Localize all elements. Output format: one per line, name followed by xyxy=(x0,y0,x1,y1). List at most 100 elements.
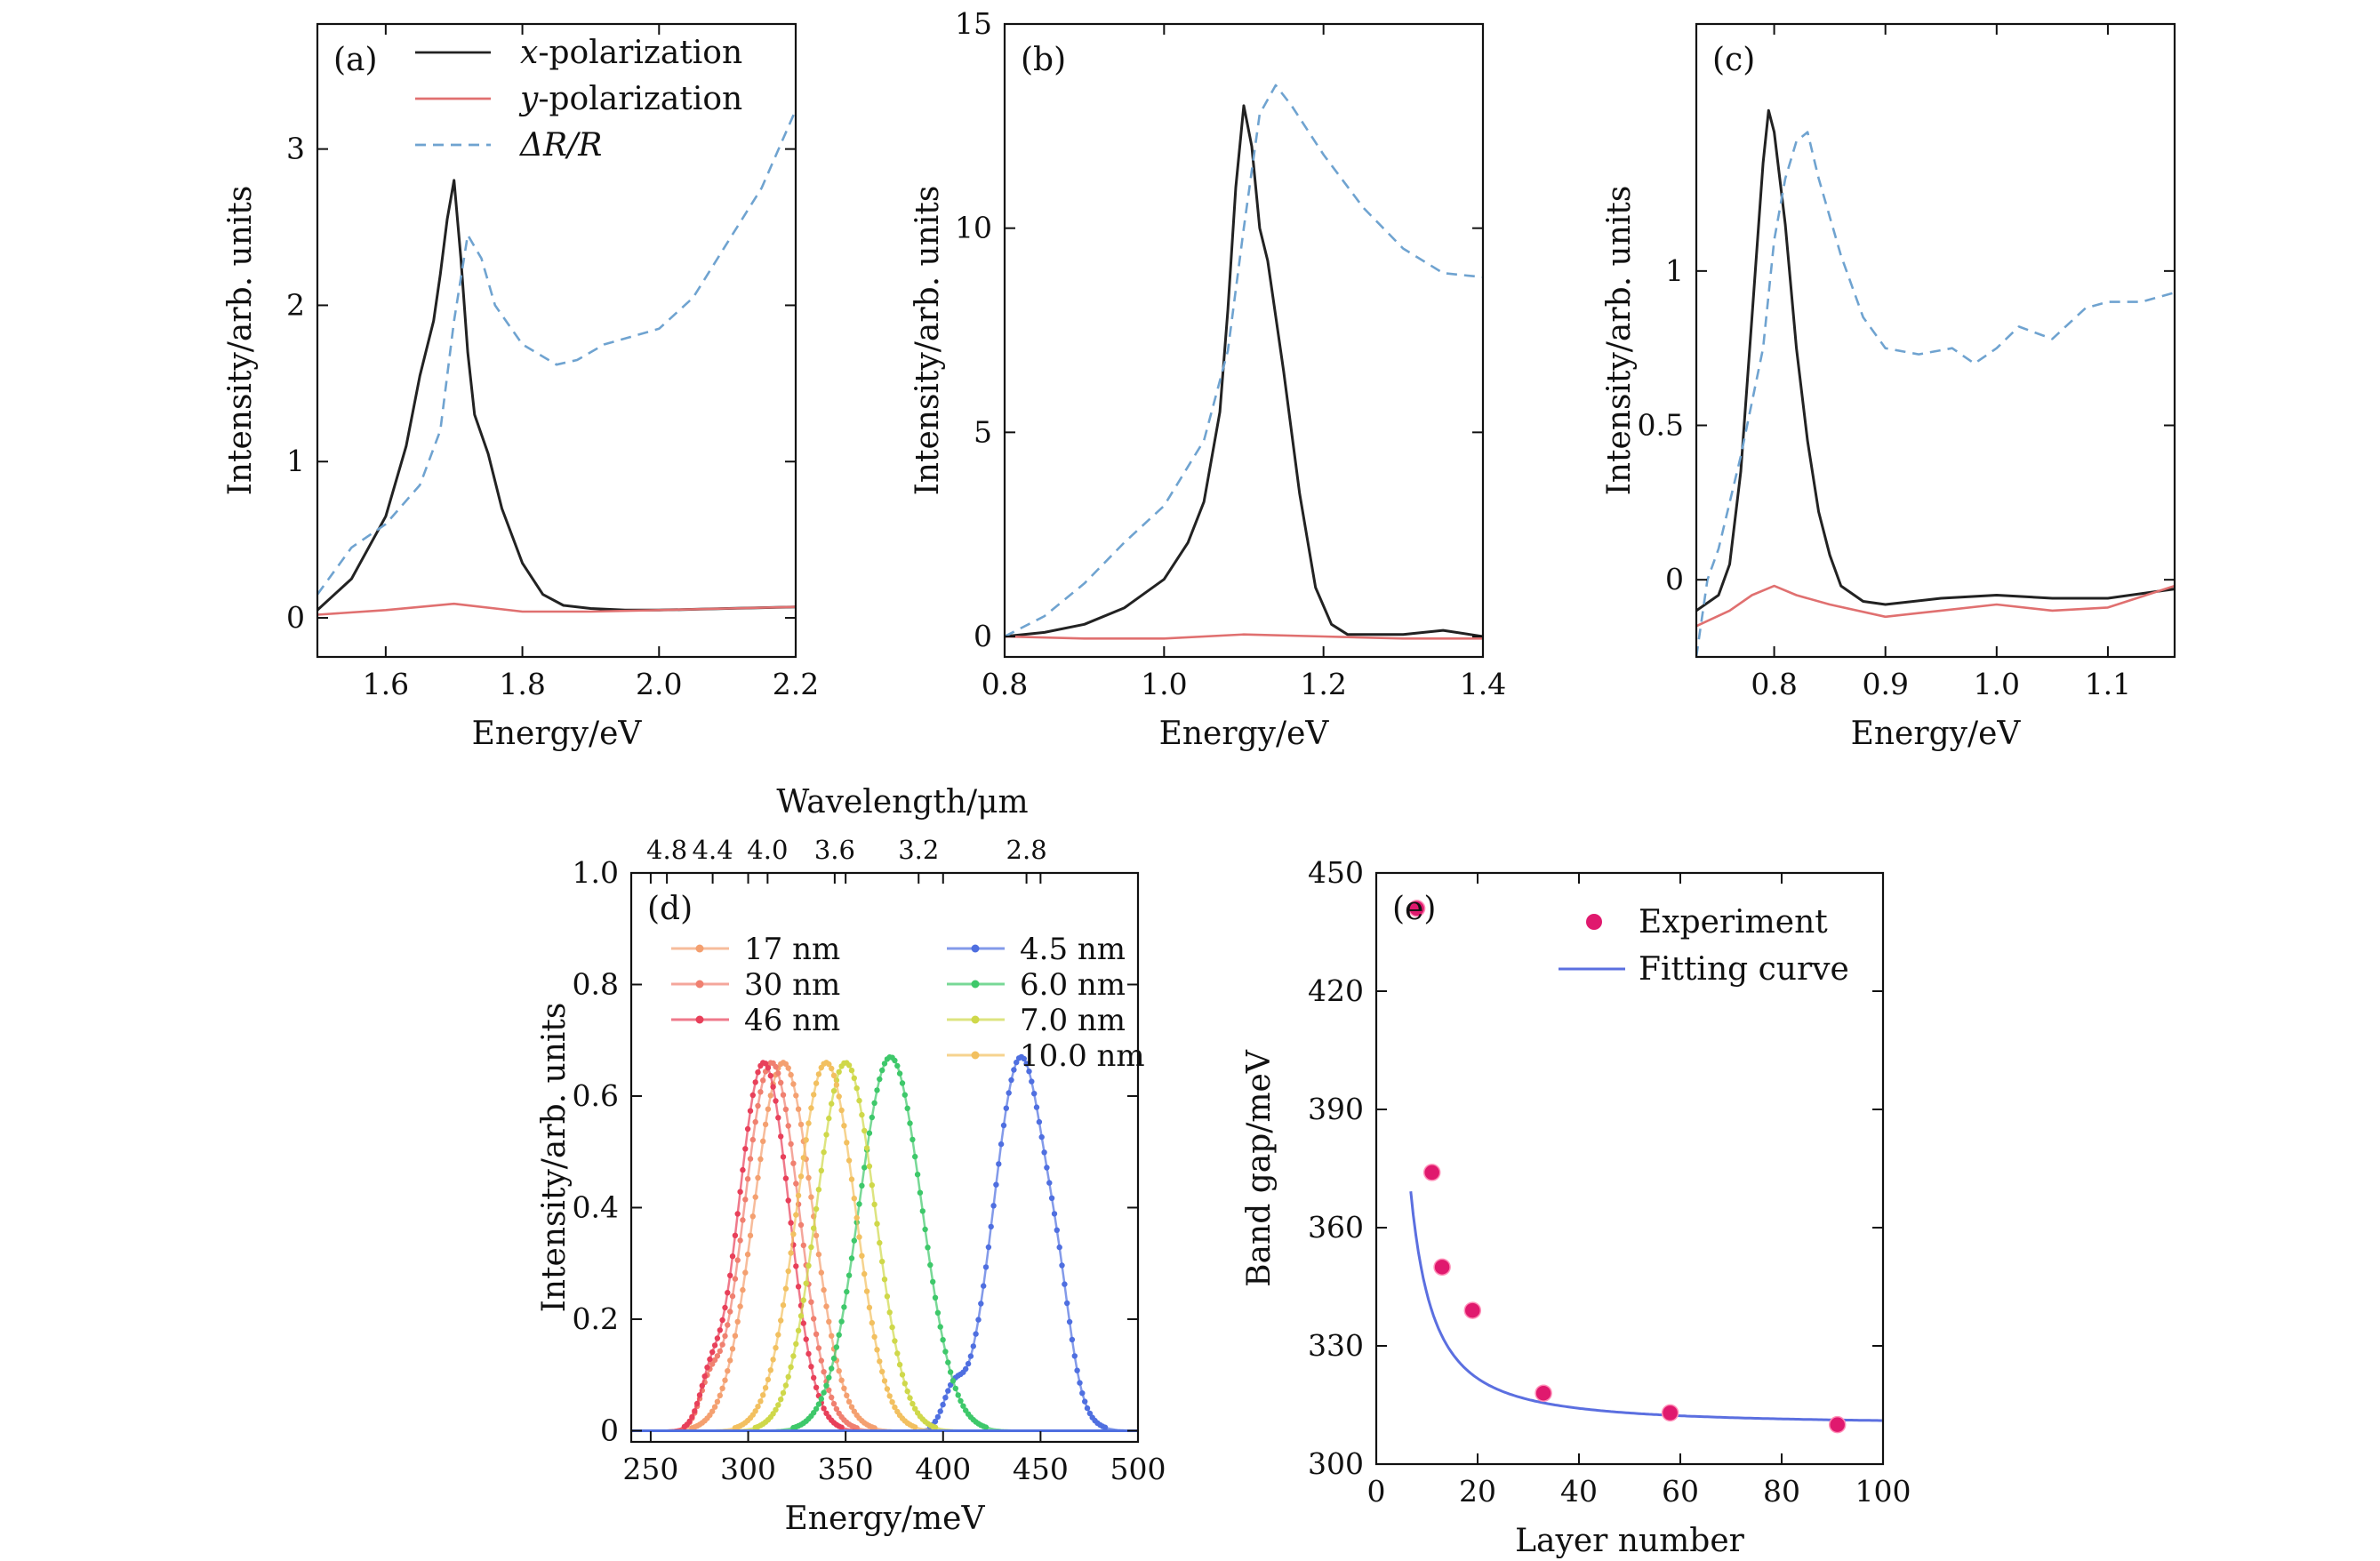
data-point-d-1-81 xyxy=(833,1405,840,1413)
data-point-d-3-176 xyxy=(1074,1367,1080,1373)
data-point-d-3-140 xyxy=(982,1264,990,1270)
data-point-d-4-126 xyxy=(947,1369,954,1375)
data-point-d-3-144 xyxy=(993,1181,999,1188)
data-point-d-6-85 xyxy=(844,1140,850,1146)
data-point-d-6-112 xyxy=(912,1424,918,1430)
panel-label: (b) xyxy=(1021,42,1066,78)
data-point-d-3-159 xyxy=(1031,1091,1038,1097)
data-point-d-4-75 xyxy=(818,1396,824,1402)
data-point-d-3-178 xyxy=(1079,1390,1086,1397)
data-point-d-5-92 xyxy=(861,1127,868,1134)
panel-label: (a) xyxy=(333,42,378,78)
y-tick-label: 330 xyxy=(1308,1328,1364,1363)
data-point-d-5-80 xyxy=(830,1088,837,1094)
data-point-d-2-40 xyxy=(729,1253,736,1260)
legend-marker-d-6 xyxy=(971,1051,980,1060)
data-point-d-2-24 xyxy=(689,1413,695,1421)
data-point-d-5-63 xyxy=(788,1364,794,1371)
legend-marker-d-3 xyxy=(971,944,980,953)
data-point-d-5-68 xyxy=(800,1297,806,1303)
plot-area-a xyxy=(317,109,796,616)
data-point-d-5-77 xyxy=(823,1132,829,1138)
data-point-d-6-98 xyxy=(877,1358,883,1365)
y-tick-label: 0.8 xyxy=(573,966,619,1001)
data-point-d-3-152 xyxy=(1014,1059,1020,1066)
y-tick-label: 3 xyxy=(286,132,305,166)
data-point-d-5-73 xyxy=(813,1205,820,1213)
x-tick-label: 400 xyxy=(915,1452,971,1486)
data-point-d-3-150 xyxy=(1008,1077,1014,1084)
y-axis-title: Intensity/arb. units xyxy=(222,186,259,496)
data-point-d-6-103 xyxy=(889,1399,895,1405)
data-point-d-1-72 xyxy=(811,1316,817,1322)
data-point-d-2-72 xyxy=(811,1374,817,1381)
data-point-d-0-53 xyxy=(762,1121,769,1128)
data-point-d-0-67 xyxy=(797,1121,805,1128)
data-point-d-3-174 xyxy=(1069,1336,1076,1343)
data-point-d-1-42 xyxy=(734,1257,741,1263)
data-point-d-4-106 xyxy=(896,1070,903,1077)
x-tick-label: 500 xyxy=(1110,1452,1166,1486)
legend-entry-italic: ΔR/R xyxy=(518,127,602,164)
data-point-d-5-72 xyxy=(811,1225,817,1231)
data-point-d-0-83 xyxy=(838,1377,845,1383)
plot-area-e xyxy=(1409,1191,1882,1422)
data-point-d-0-65 xyxy=(793,1093,799,1099)
data-point-d-5-78 xyxy=(826,1115,832,1122)
x-tick-label: 0.8 xyxy=(982,667,1028,701)
data-point-d-1-32 xyxy=(709,1361,716,1367)
data-point-d-0-75 xyxy=(818,1269,824,1276)
data-point-d-0-77 xyxy=(823,1303,829,1309)
data-point-d-4-120 xyxy=(932,1294,939,1301)
experiment-point-3 xyxy=(1463,1301,1482,1319)
top-tick-label: 2.8 xyxy=(1006,835,1047,865)
data-point-d-1-57 xyxy=(773,1063,779,1070)
legend-marker-experiment xyxy=(1586,914,1602,930)
data-point-d-0-35 xyxy=(717,1392,723,1399)
data-point-d-4-107 xyxy=(899,1080,906,1086)
data-point-d-6-51 xyxy=(757,1398,764,1405)
data-point-d-6-94 xyxy=(866,1304,873,1311)
data-point-d-4-95 xyxy=(869,1114,875,1121)
data-point-d-6-92 xyxy=(861,1270,868,1277)
data-point-d-3-143 xyxy=(990,1203,997,1209)
data-point-d-0-66 xyxy=(795,1106,802,1112)
data-point-d-2-42 xyxy=(734,1211,741,1217)
x-tick-label: 300 xyxy=(720,1452,776,1486)
x-tick-label: 1.4 xyxy=(1460,667,1506,701)
data-point-d-4-131 xyxy=(960,1403,966,1409)
panel-b: 0.8 1.0 1.2 1.4 0 5 10 15 Energy/eV Intensity/arb… xyxy=(910,6,1506,752)
data-point-d-4-91 xyxy=(859,1182,865,1189)
data-point-d-5-66 xyxy=(795,1327,802,1334)
legend-entry: 4.5 nm xyxy=(1020,932,1126,967)
data-point-d-6-69 xyxy=(803,1137,809,1143)
data-point-d-0-41 xyxy=(732,1333,739,1339)
data-point-d-6-101 xyxy=(884,1386,891,1392)
data-point-d-1-44 xyxy=(740,1217,746,1223)
data-point-d-2-45 xyxy=(742,1146,749,1152)
data-point-d-3-172 xyxy=(1064,1300,1070,1307)
data-point-d-4-114 xyxy=(917,1189,924,1196)
legend-marker-d-4 xyxy=(971,980,980,989)
data-point-d-3-168 xyxy=(1054,1227,1061,1234)
series-line-a-1 xyxy=(317,602,796,616)
data-point-d-6-50 xyxy=(755,1404,761,1410)
series-line-b-1 xyxy=(1005,633,1483,640)
panel-label: (d) xyxy=(647,891,693,927)
data-point-d-4-105 xyxy=(894,1062,901,1069)
legend-entry: Experiment xyxy=(1639,904,1828,941)
y-tick-label: 2 xyxy=(286,287,305,322)
legend-entry-italic: x xyxy=(520,35,538,71)
data-point-d-3-157 xyxy=(1026,1069,1032,1075)
series-line-c-1 xyxy=(1696,584,2175,628)
panel-label: (c) xyxy=(1712,42,1755,78)
data-point-d-1-71 xyxy=(808,1299,814,1305)
data-point-d-5-95 xyxy=(869,1182,875,1189)
data-point-d-3-155 xyxy=(1021,1055,1028,1062)
data-point-d-4-121 xyxy=(934,1309,942,1317)
data-point-d-2-31 xyxy=(707,1356,713,1363)
x-tick-label: 20 xyxy=(1459,1474,1496,1509)
data-point-d-1-41 xyxy=(732,1276,739,1282)
data-point-d-5-82 xyxy=(836,1069,842,1076)
data-point-d-4-94 xyxy=(866,1130,873,1136)
